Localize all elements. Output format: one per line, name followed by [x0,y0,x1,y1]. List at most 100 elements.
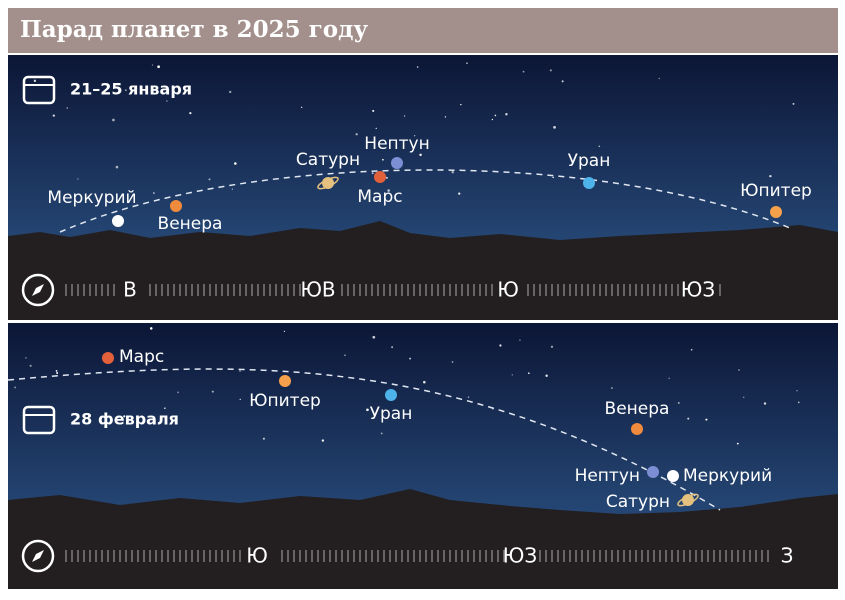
star [445,116,446,117]
star [166,100,167,101]
planet-label: Уран [370,404,413,424]
star [382,159,384,161]
star [391,346,393,348]
star [738,369,740,371]
star [25,357,26,358]
star [691,349,693,351]
star [737,443,739,445]
direction: Ю [497,278,519,302]
star [66,107,68,109]
star [386,177,388,179]
star [404,115,405,116]
star [451,171,454,174]
planet [385,389,397,401]
star [545,375,547,377]
star [552,177,554,179]
star [239,370,241,372]
star [505,113,507,115]
star [301,107,302,108]
star [356,133,358,135]
star [468,396,469,397]
star [209,178,211,180]
direction: В [123,278,137,302]
star [523,71,525,73]
star [284,331,285,332]
star [263,438,265,440]
star [553,126,556,129]
star [240,399,241,400]
mountains [8,221,838,320]
direction: З [781,544,794,568]
direction: ЮВ [300,278,335,302]
planet-label: Марс [357,187,402,207]
star [668,378,669,379]
star [599,145,601,147]
infographic: Парад планет в 2025 году 21–25 январяМер… [0,0,845,596]
planet [279,375,291,387]
star [212,391,214,393]
star [152,64,153,65]
direction: ЮЗ [503,544,537,568]
planet [647,466,659,478]
title: Парад планет в 2025 году [20,16,368,43]
star [764,402,766,404]
planet-label: Сатурн [606,492,670,512]
star [366,408,369,411]
star [743,397,744,398]
star [157,65,160,68]
star [372,172,374,174]
star [53,115,55,117]
planet [374,171,386,183]
star [492,119,493,120]
star [419,154,421,156]
star [232,189,233,190]
star [705,419,707,421]
star [34,80,36,82]
star [562,80,564,82]
star [372,336,375,339]
star [150,327,153,330]
star [322,439,324,441]
star [798,401,800,403]
star [177,392,179,394]
star [796,390,797,391]
star [423,381,426,384]
star [417,66,419,68]
planet [112,215,124,227]
planet-label: Сатурн [296,150,360,170]
star [678,402,680,404]
star [687,418,689,420]
star [659,78,660,79]
planet-label: Юпитер [740,181,812,201]
star [153,192,155,194]
star [528,372,530,374]
planet [583,177,595,189]
star [466,62,468,64]
star [793,103,795,105]
planet-label: Нептун [575,466,640,486]
date: 28 февраля [70,410,179,429]
planet [770,206,782,218]
star [189,112,191,114]
star [56,372,58,374]
planet [102,352,114,364]
planet-label: Венера [158,214,223,234]
star [56,370,58,372]
planet [391,157,403,169]
planet-label: Марс [119,347,164,367]
planet [667,470,679,482]
star [30,365,32,367]
star [112,119,115,122]
star [460,104,461,105]
planet [631,423,643,435]
planet-label: Уран [568,151,611,171]
star [611,387,613,389]
planet [170,200,182,212]
star [409,358,411,360]
star [495,115,497,117]
star [512,374,513,375]
star [344,354,346,356]
star [452,361,454,363]
star [519,339,520,340]
planet-label: Меркурий [683,466,772,486]
